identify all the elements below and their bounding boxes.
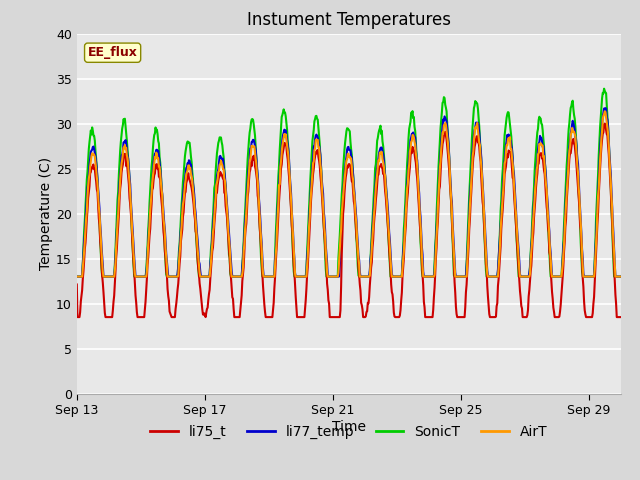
li77_temp [282,132,290,138]
Line: li75_t: li75_t [77,122,640,317]
AirT [538,143,546,148]
SonicT [282,120,290,125]
li75_t [314,147,321,153]
AirT [633,108,640,113]
SonicT [538,121,546,127]
li75_t [209,244,217,250]
li77_temp [399,249,407,255]
SonicT [93,178,101,184]
li77_temp [93,176,101,182]
li77_temp [538,138,546,144]
li75_t [94,203,102,209]
AirT [209,241,216,247]
AirT [282,137,290,143]
SonicT [313,116,321,121]
Line: li77_temp: li77_temp [77,106,640,276]
SonicT [73,274,81,279]
li75_t [73,282,81,288]
li77_temp [73,274,81,279]
AirT [93,180,101,186]
li77_temp [633,103,640,108]
X-axis label: Time: Time [332,420,366,434]
AirT [313,137,321,143]
li75_t [632,120,640,125]
Text: EE_flux: EE_flux [88,46,138,59]
li75_t [284,152,291,157]
Line: SonicT: SonicT [77,88,640,276]
Line: AirT: AirT [77,110,640,276]
li75_t [539,154,547,160]
li77_temp [313,133,321,139]
Y-axis label: Temperature (C): Temperature (C) [39,157,53,270]
SonicT [209,225,216,230]
SonicT [633,85,640,91]
AirT [399,256,407,262]
AirT [73,274,81,279]
Title: Instument Temperatures: Instument Temperatures [247,11,451,29]
li75_t [400,256,408,262]
SonicT [399,244,407,250]
li77_temp [209,232,216,238]
Legend: li75_t, li77_temp, SonicT, AirT: li75_t, li77_temp, SonicT, AirT [144,419,554,444]
li75_t [74,314,81,320]
